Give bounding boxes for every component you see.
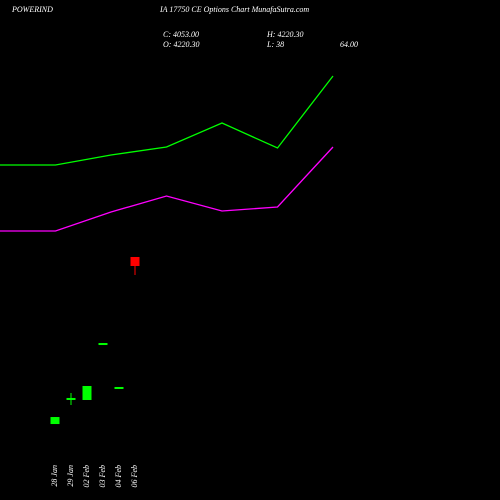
info-open: O: 4220.30 bbox=[163, 40, 199, 49]
candle-body bbox=[82, 385, 92, 400]
candle-body bbox=[114, 386, 124, 389]
x-tick-label: 03 Feb bbox=[98, 465, 107, 487]
info-high: H: 4220.30 bbox=[266, 30, 303, 39]
x-tick-label: 28 Jan bbox=[50, 465, 59, 487]
candle-body bbox=[66, 397, 76, 400]
info-close: C: 4053.00 bbox=[163, 30, 199, 39]
info-low: L: 38 bbox=[266, 40, 284, 49]
candle-body bbox=[98, 343, 108, 346]
x-tick-label: 04 Feb bbox=[114, 465, 123, 487]
candle-body bbox=[130, 256, 140, 267]
chart-subtitle: IA 17750 CE Options Chart MunafaSutra.co… bbox=[159, 5, 309, 14]
x-tick-label: 02 Feb bbox=[82, 465, 91, 487]
info-extra: 64.00 bbox=[340, 40, 358, 49]
chart-title: POWERIND bbox=[11, 5, 53, 14]
ma-line bbox=[0, 146, 334, 232]
x-tick-label: 06 Feb bbox=[130, 465, 139, 487]
x-tick-label: 29 Jan bbox=[66, 465, 75, 487]
candle-body bbox=[50, 417, 60, 425]
ma-line bbox=[0, 75, 334, 166]
